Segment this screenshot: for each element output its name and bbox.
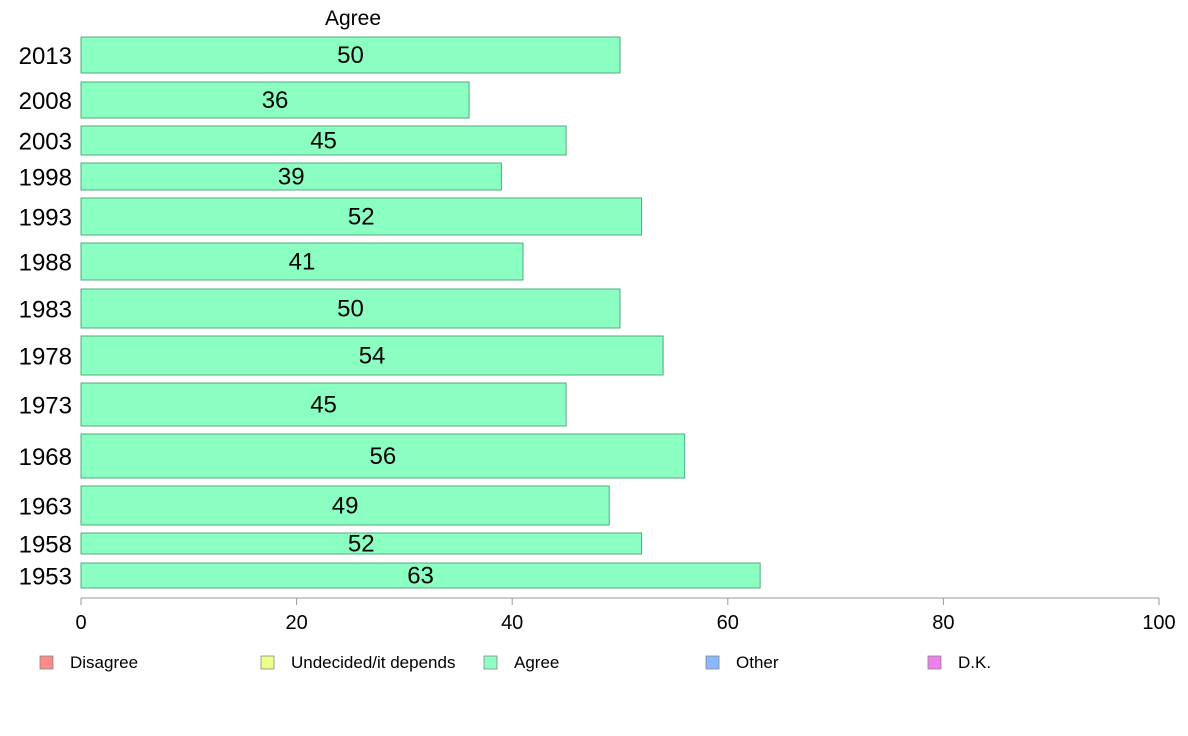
- bar-value-label: 50: [337, 42, 364, 69]
- bar-value-label: 56: [369, 443, 396, 470]
- bar-1988: [80, 242, 524, 281]
- x-tick-label: 100: [1142, 612, 1175, 634]
- legend-swatch: [483, 655, 498, 670]
- x-tick-label: 60: [717, 612, 739, 634]
- category-label: 2008: [19, 88, 72, 115]
- bar-1953: [80, 562, 761, 589]
- bar-1968: [80, 433, 686, 479]
- bar-value-label: 52: [348, 204, 375, 231]
- bar-value-label: 49: [332, 493, 359, 520]
- bar-value-label: 52: [348, 531, 375, 558]
- category-label: 1983: [19, 297, 72, 324]
- legend-swatch: [927, 655, 942, 670]
- x-tick-label: 40: [501, 612, 523, 634]
- category-label: 1958: [19, 532, 72, 559]
- bar-1958: [80, 532, 643, 555]
- bar-value-label: 50: [337, 296, 364, 323]
- x-axis: 0 20 40 60 80 100: [75, 597, 1176, 634]
- bar-value-label: 45: [310, 128, 337, 155]
- legend-swatch: [260, 655, 275, 670]
- category-label: 1973: [19, 393, 72, 420]
- bar-value-label: 41: [289, 249, 316, 276]
- category-label: 2013: [19, 43, 72, 70]
- x-tick-label: 0: [75, 612, 86, 634]
- category-label: 1988: [19, 250, 72, 277]
- bar-2008: [80, 81, 470, 119]
- bar-value-label: 39: [278, 164, 305, 191]
- category-label: 1978: [19, 344, 72, 371]
- category-label: 1993: [19, 205, 72, 232]
- bar-2013: [80, 36, 621, 74]
- legend-label: D.K.: [958, 653, 991, 672]
- legend-label: Other: [736, 653, 779, 672]
- bar-value-label: 54: [359, 343, 386, 370]
- category-label: 1998: [19, 165, 72, 192]
- legend: Disagree Undecided/it depends Agree Other D.…: [39, 653, 991, 672]
- column-title: Agree: [325, 7, 381, 30]
- x-tick-label: 20: [285, 612, 307, 634]
- bar-1998: [80, 162, 502, 191]
- bar-1978: [80, 335, 664, 376]
- bars-group: 50 2013 36 2008 45 2003 39 1998 52 1993 41 1988 50 19…: [19, 36, 761, 591]
- bar-value-label: 36: [262, 87, 289, 114]
- bar-value-label: 63: [407, 563, 434, 590]
- bar-1983: [80, 288, 621, 329]
- bar-2003: [80, 125, 567, 156]
- legend-swatch: [705, 655, 720, 670]
- legend-swatch: [39, 655, 54, 670]
- legend-label: Undecided/it depends: [291, 653, 455, 672]
- bar-1993: [80, 197, 643, 236]
- category-label: 1963: [19, 494, 72, 521]
- category-label: 1968: [19, 444, 72, 471]
- x-tick-label: 80: [932, 612, 954, 634]
- legend-label: Agree: [514, 653, 559, 672]
- category-label: 1953: [19, 564, 72, 591]
- bar-1963: [80, 485, 610, 526]
- bar-1973: [80, 382, 567, 427]
- legend-label: Disagree: [70, 653, 138, 672]
- category-label: 2003: [19, 129, 72, 156]
- bar-value-label: 45: [310, 392, 337, 419]
